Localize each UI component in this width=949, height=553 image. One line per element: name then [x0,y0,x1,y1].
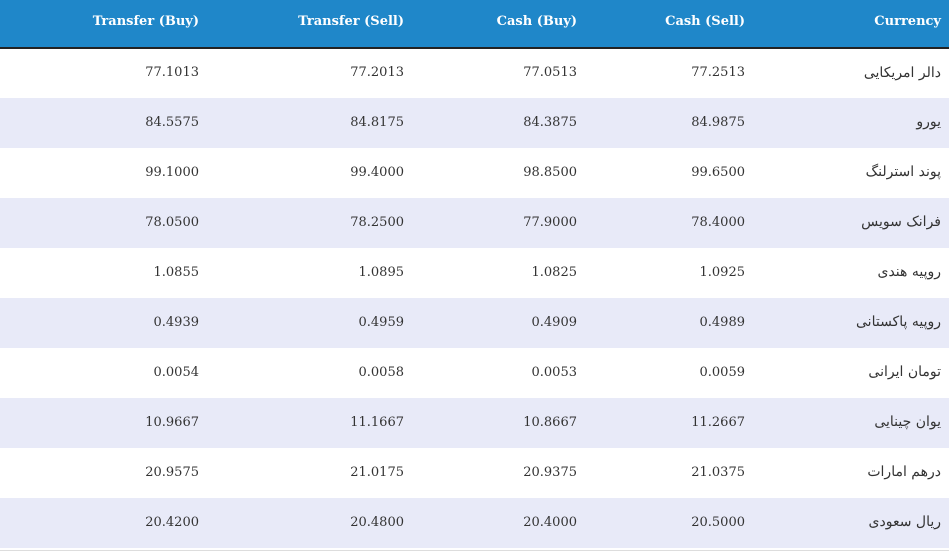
cell-transfer-sell: 78.2500 [350,214,404,230]
cell-currency: روپیه پاکستانی [856,314,941,330]
cell-cash-sell: 78.4000 [691,214,745,230]
cell-cash-sell: 21.0375 [691,464,745,480]
cell-cash-buy: 10.8667 [523,414,577,430]
table-row: 1.0855 1.0895 1.0825 1.0925 روپیه هندی [0,248,949,298]
cell-transfer-sell: 1.0895 [358,264,405,280]
table-row: 0.0054 0.0058 0.0053 0.0059 تومان ایرانی [0,348,949,398]
cell-transfer-sell: 11.1667 [350,414,404,430]
cell-cash-sell: 11.2667 [691,414,745,430]
table-header: Transfer (Buy) Transfer (Sell) Cash (Buy… [0,0,949,48]
cell-cash-buy: 20.4000 [523,514,577,530]
table-body: 77.1013 77.2013 77.0513 77.2513 دالر امر… [0,48,949,548]
header-row: Transfer (Buy) Transfer (Sell) Cash (Buy… [0,0,949,48]
cell-transfer-sell: 0.0058 [358,364,405,380]
cell-cash-buy: 98.8500 [523,164,577,180]
cell-transfer-sell: 99.4000 [350,164,404,180]
cell-cash-buy: 84.3875 [523,114,577,130]
cell-transfer-buy: 10.9667 [145,414,199,430]
cell-currency: ریال سعودی [868,514,941,530]
cell-cash-buy: 0.4909 [531,314,578,330]
cell-currency: درهم امارات [867,464,941,480]
cell-transfer-sell: 84.8175 [350,114,404,130]
cell-cash-sell: 77.2513 [691,65,745,80]
header-cash-sell[interactable]: Cash (Sell) [665,14,745,29]
cell-cash-buy: 0.0053 [531,364,578,380]
cell-cash-buy: 77.9000 [523,214,577,230]
table-row: 77.1013 77.2013 77.0513 77.2513 دالر امر… [0,48,949,98]
cell-transfer-sell: 77.2013 [350,65,404,80]
table-row: 20.4200 20.4800 20.4000 20.5000 ریال سعو… [0,498,949,548]
header-transfer-sell[interactable]: Transfer (Sell) [298,14,404,29]
header-currency[interactable]: Currency [874,14,941,29]
cell-cash-buy: 20.9375 [523,464,577,480]
cell-transfer-buy: 77.1013 [145,65,199,80]
cell-cash-buy: 77.0513 [523,65,577,80]
cell-currency: یورو [916,114,941,130]
cell-currency: دالر امریکایی [863,64,941,81]
cell-transfer-buy: 99.1000 [145,164,199,180]
table-row: 99.1000 99.4000 98.8500 99.6500 پوند است… [0,148,949,198]
cell-transfer-buy: 84.5575 [145,114,199,130]
table-row: 0.4939 0.4959 0.4909 0.4989 روپیه پاکستا… [0,298,949,348]
cell-currency: یوان چینایی [874,414,941,430]
cell-transfer-buy: 1.0855 [153,264,200,280]
cell-cash-buy: 1.0825 [531,264,578,280]
cell-transfer-sell: 20.4800 [350,514,404,530]
table-bottom-divider [0,550,949,551]
cell-currency: پوند استرلنگ [865,164,941,180]
cell-transfer-buy: 0.0054 [153,364,200,380]
cell-cash-sell: 20.5000 [691,514,745,530]
cell-transfer-buy: 0.4939 [153,314,200,330]
cell-transfer-sell: 21.0175 [350,464,404,480]
cell-transfer-buy: 20.9575 [145,464,199,480]
cell-currency: تومان ایرانی [868,364,941,380]
cell-cash-sell: 99.6500 [691,164,745,180]
header-transfer-buy[interactable]: Transfer (Buy) [92,14,199,29]
table-row: 78.0500 78.2500 77.9000 78.4000 فرانک سو… [0,198,949,248]
table-row: 20.9575 21.0175 20.9375 21.0375 درهم اما… [0,448,949,498]
cell-transfer-buy: 20.4200 [145,514,199,530]
cell-currency: فرانک سویس [861,214,941,230]
cell-cash-sell: 1.0925 [699,264,746,280]
cell-cash-sell: 84.9875 [691,114,745,130]
header-cash-buy[interactable]: Cash (Buy) [496,14,577,29]
cell-transfer-buy: 78.0500 [145,214,199,230]
cell-cash-sell: 0.4989 [699,314,746,330]
table-row: 84.5575 84.8175 84.3875 84.9875 یورو [0,98,949,148]
cell-cash-sell: 0.0059 [699,364,746,380]
cell-transfer-sell: 0.4959 [358,314,405,330]
cell-currency: روپیه هندی [877,264,941,280]
table-row: 10.9667 11.1667 10.8667 11.2667 یوان چین… [0,398,949,448]
